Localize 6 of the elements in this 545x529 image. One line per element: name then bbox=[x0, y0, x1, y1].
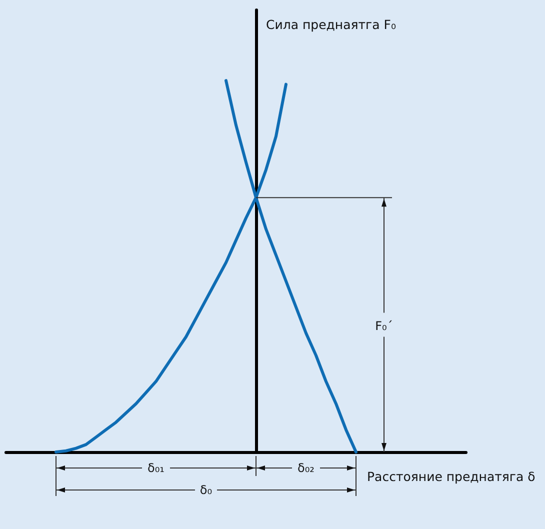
text: δ₀₂ bbox=[298, 461, 315, 475]
text: δ₀ bbox=[200, 483, 212, 497]
annotation: F₀´ bbox=[375, 318, 393, 333]
y-axis-title: Сила преднаятга F₀ bbox=[266, 17, 396, 32]
x-axis-title: Расстояние преднатяга δ bbox=[367, 469, 536, 484]
text: δ₀₁ bbox=[148, 461, 165, 475]
